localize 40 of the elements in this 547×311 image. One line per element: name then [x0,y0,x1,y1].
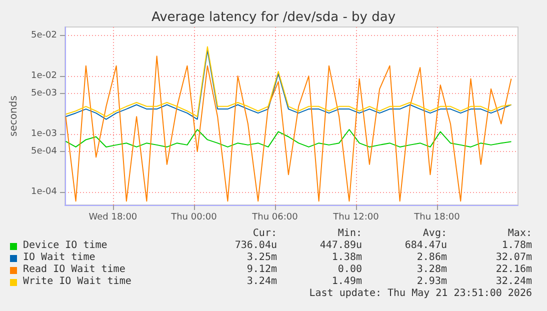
line-series [65,128,512,148]
y-tick-label: 1e-04 [31,187,58,198]
text: 736.04u [234,240,277,252]
text: Avg: [422,228,447,240]
text: 9.12m [246,264,277,276]
y-axis-title: seconds [8,96,20,136]
legend-label: Device IO time [22,240,108,252]
text: 1.38m [330,252,362,264]
line-series [65,56,512,202]
y-tick-label: 5e-04 [31,146,58,157]
text: 32.07m [494,252,532,264]
text: 1.49m [330,276,362,288]
text: 0.00 [336,264,362,276]
text: Last update: Thu May 21 23:51:00 2026 [309,288,532,300]
y-tick-label: 1e-02 [31,71,57,82]
y-tick-label: 5e-02 [31,30,57,40]
text: 447.89u [318,240,362,252]
x-tick-label: Thu 12:00 [332,212,380,222]
text: Cur: [252,228,277,240]
text: 2.93m [416,276,447,288]
legend-label: Read IO Wait time [22,264,126,276]
text: 22.16m [494,264,532,276]
legend-label: IO Wait time [22,252,96,264]
text: 684.47u [404,240,447,252]
y-tick-label: 5e-03 [31,88,57,99]
x-tick-label: Thu 00:00 [170,212,218,222]
text: 32.24m [494,276,532,288]
legend-label: Write IO Wait time [22,276,132,288]
x-tick-label: Thu 06:00 [251,212,298,222]
text: 3.28m [416,264,447,276]
y-tick-label: 1e-03 [31,129,57,140]
text: 2.86m [416,252,447,264]
x-tick-label: Wed 18:00 [88,212,138,222]
x-tick-label: Thu 18:00 [413,212,460,222]
text: 1.78m [500,240,532,252]
text: Min: [336,228,362,240]
text: 3.24m [246,276,277,288]
text: Max: [506,228,532,240]
text: 3.25m [246,252,277,264]
chart-title: Average latency for /dev/sda - by day [151,10,396,25]
